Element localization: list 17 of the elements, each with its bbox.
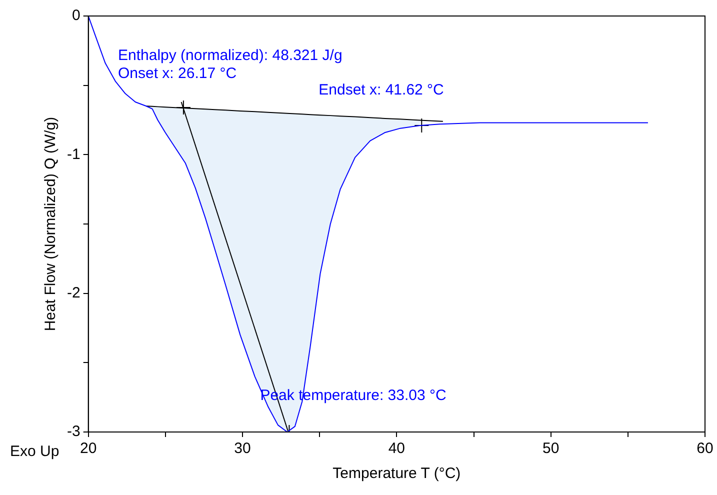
point [176,100,191,116]
annotation: Onset x: 26.17 °C [118,65,237,82]
y-tick-label: -2 [66,284,80,302]
point [414,118,430,134]
y-tick-label: 0 [72,7,80,24]
x-tick-label: 20 [80,440,97,458]
y-axis-title: Heat Flow (Normalized) Q (W/g) [42,116,60,332]
x-tick-label: 60 [696,440,714,458]
annotation: Endset x: 41.62 °C [318,82,444,99]
x-tick-label: 30 [234,440,251,458]
annotation: Enthalpy (normalized): 48.321 J/g [118,47,342,64]
y-tick-label: -1 [66,146,80,163]
text: Exo Up [10,443,60,460]
x-axis-title: Temperature T (°C) [332,465,461,482]
x-tick-label: 50 [542,440,560,458]
x-tick-label: 40 [388,440,406,458]
y-tick-label: -3 [66,423,80,440]
